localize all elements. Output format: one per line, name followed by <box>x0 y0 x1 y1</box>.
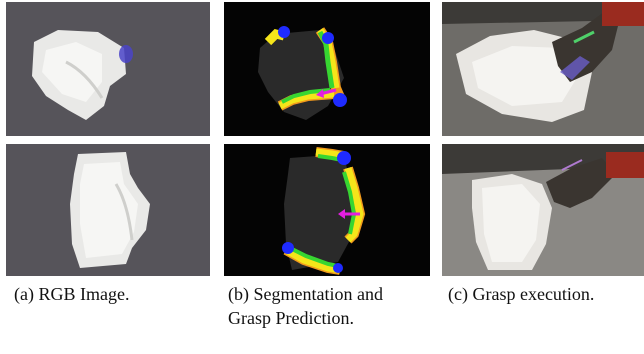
segmentation-bottom <box>224 144 430 276</box>
caption-segmentation-line1: (b) Segmentation and <box>228 284 383 304</box>
caption-segmentation: (b) Segmentation and Grasp Prediction. <box>228 282 438 330</box>
segmentation-top <box>224 2 430 136</box>
caption-rgb-image: (a) RGB Image. <box>14 284 130 304</box>
caption-grasp-execution: (c) Grasp execution. <box>448 284 595 304</box>
grasp-execution-top <box>442 2 644 136</box>
caption-segmentation-line2: Grasp Prediction. <box>228 308 354 328</box>
rgb-image-bottom <box>6 144 210 276</box>
grasp-execution-bottom <box>442 144 644 276</box>
rgb-image-top <box>6 2 210 136</box>
